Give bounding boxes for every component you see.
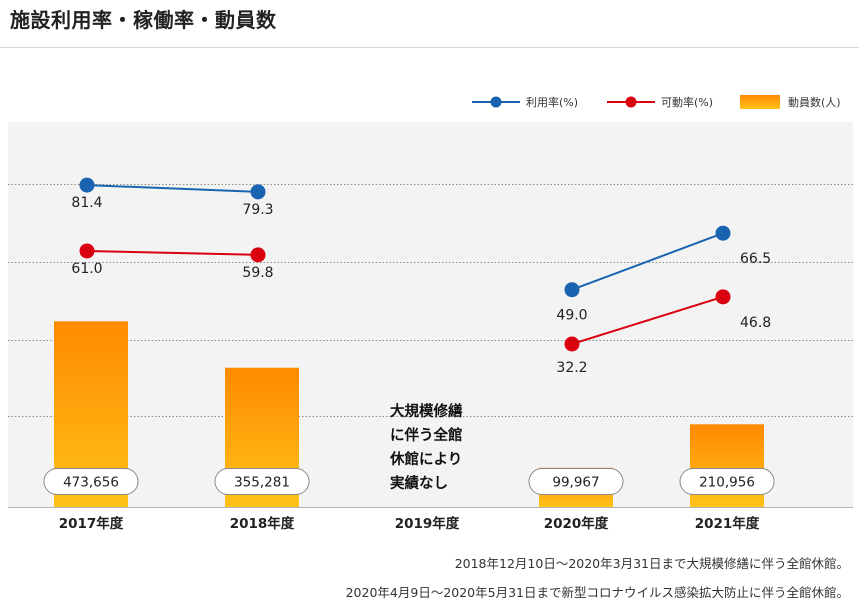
operation-line-segment-2 <box>571 295 724 345</box>
bar-value-label-5: 210,956 <box>699 475 755 491</box>
grid-layer <box>8 184 853 417</box>
x-tick-label-1: 2017年度 <box>59 515 124 532</box>
operation-point-5 <box>715 289 731 305</box>
annotation-line-3: 休館により <box>389 450 462 468</box>
legend-swatch-operation <box>607 96 655 108</box>
bar-4 <box>539 467 613 507</box>
utilization-point-4 <box>564 282 580 298</box>
chart-legend: 利用率(%) 可動率(%) 動員数(人) <box>470 94 859 114</box>
utilization-value-label-4: 49.0 <box>556 308 587 324</box>
bar-value-pill-1 <box>43 468 139 495</box>
line-layer <box>79 177 731 352</box>
operation-value-label-5: 46.8 <box>740 315 771 331</box>
bar-value-pill-5 <box>679 468 775 495</box>
bar-value-pill-4 <box>528 468 624 495</box>
footnote-covid: 2020年4月9日～2020年5月31日まで新型コロナウイルス感染拡大防止に伴う… <box>345 585 849 600</box>
x-tick-label-5: 2021年度 <box>695 515 760 532</box>
x-tick-label-2: 2018年度 <box>230 515 295 532</box>
title-divider <box>0 47 859 48</box>
utilization-line-segment-1 <box>86 184 259 193</box>
operation-point-1 <box>79 243 95 259</box>
page-title: 施設利用率・稼働率・動員数 <box>10 8 277 32</box>
bar-value-label-2: 355,281 <box>234 475 290 491</box>
bar-value-label-1: 473,656 <box>63 475 119 491</box>
operation-value-label-1: 61.0 <box>71 261 102 277</box>
utilization-value-label-2: 79.3 <box>242 202 273 218</box>
annotation-line-1: 大規模修繕 <box>390 402 463 420</box>
footnote-renovation: 2018年12月10日～2020年3月31日まで大規模修繕に伴う全館休館。 <box>454 556 849 571</box>
legend-item-attendance: 動員数(人) <box>740 94 841 110</box>
utilization-line-segment-2 <box>571 232 724 291</box>
bar-value-pill-2 <box>214 468 310 495</box>
bar-layer <box>54 321 764 507</box>
x-tick-label-3: 2019年度 <box>395 515 460 532</box>
operation-point-4 <box>564 336 580 352</box>
legend-item-operation: 可動率(%) <box>605 94 713 110</box>
utilization-point-5 <box>715 225 731 241</box>
legend-label-attendance: 動員数(人) <box>788 96 841 109</box>
legend-item-utilization: 利用率(%) <box>470 94 578 110</box>
operation-point-2 <box>250 247 266 263</box>
bar-1 <box>54 321 128 507</box>
annotation-line-2: に伴う全館 <box>390 426 463 444</box>
plot-area <box>8 122 853 508</box>
x-tick-label-4: 2020年度 <box>544 515 609 532</box>
operation-value-label-2: 59.8 <box>242 265 273 281</box>
legend-swatch-attendance <box>740 95 780 109</box>
bar-value-label-4: 99,967 <box>552 475 599 491</box>
operation-value-label-4: 32.2 <box>556 360 587 376</box>
annotation-line-4: 実績なし <box>390 474 448 492</box>
utilization-point-1 <box>79 177 95 193</box>
bar-5 <box>690 424 764 507</box>
utilization-value-label-1: 81.4 <box>71 195 102 211</box>
operation-line-segment-1 <box>86 249 259 256</box>
bar-2 <box>225 367 299 507</box>
legend-label-operation: 可動率(%) <box>661 96 714 109</box>
label-layer: 473,656 355,281 99,967 210,956 81.4 79.3 49.0 6… <box>43 195 775 532</box>
utilization-value-label-5: 66.5 <box>740 251 771 267</box>
legend-label-utilization: 利用率(%) <box>526 96 579 109</box>
utilization-point-2 <box>250 184 266 200</box>
legend-swatch-utilization <box>472 96 520 108</box>
